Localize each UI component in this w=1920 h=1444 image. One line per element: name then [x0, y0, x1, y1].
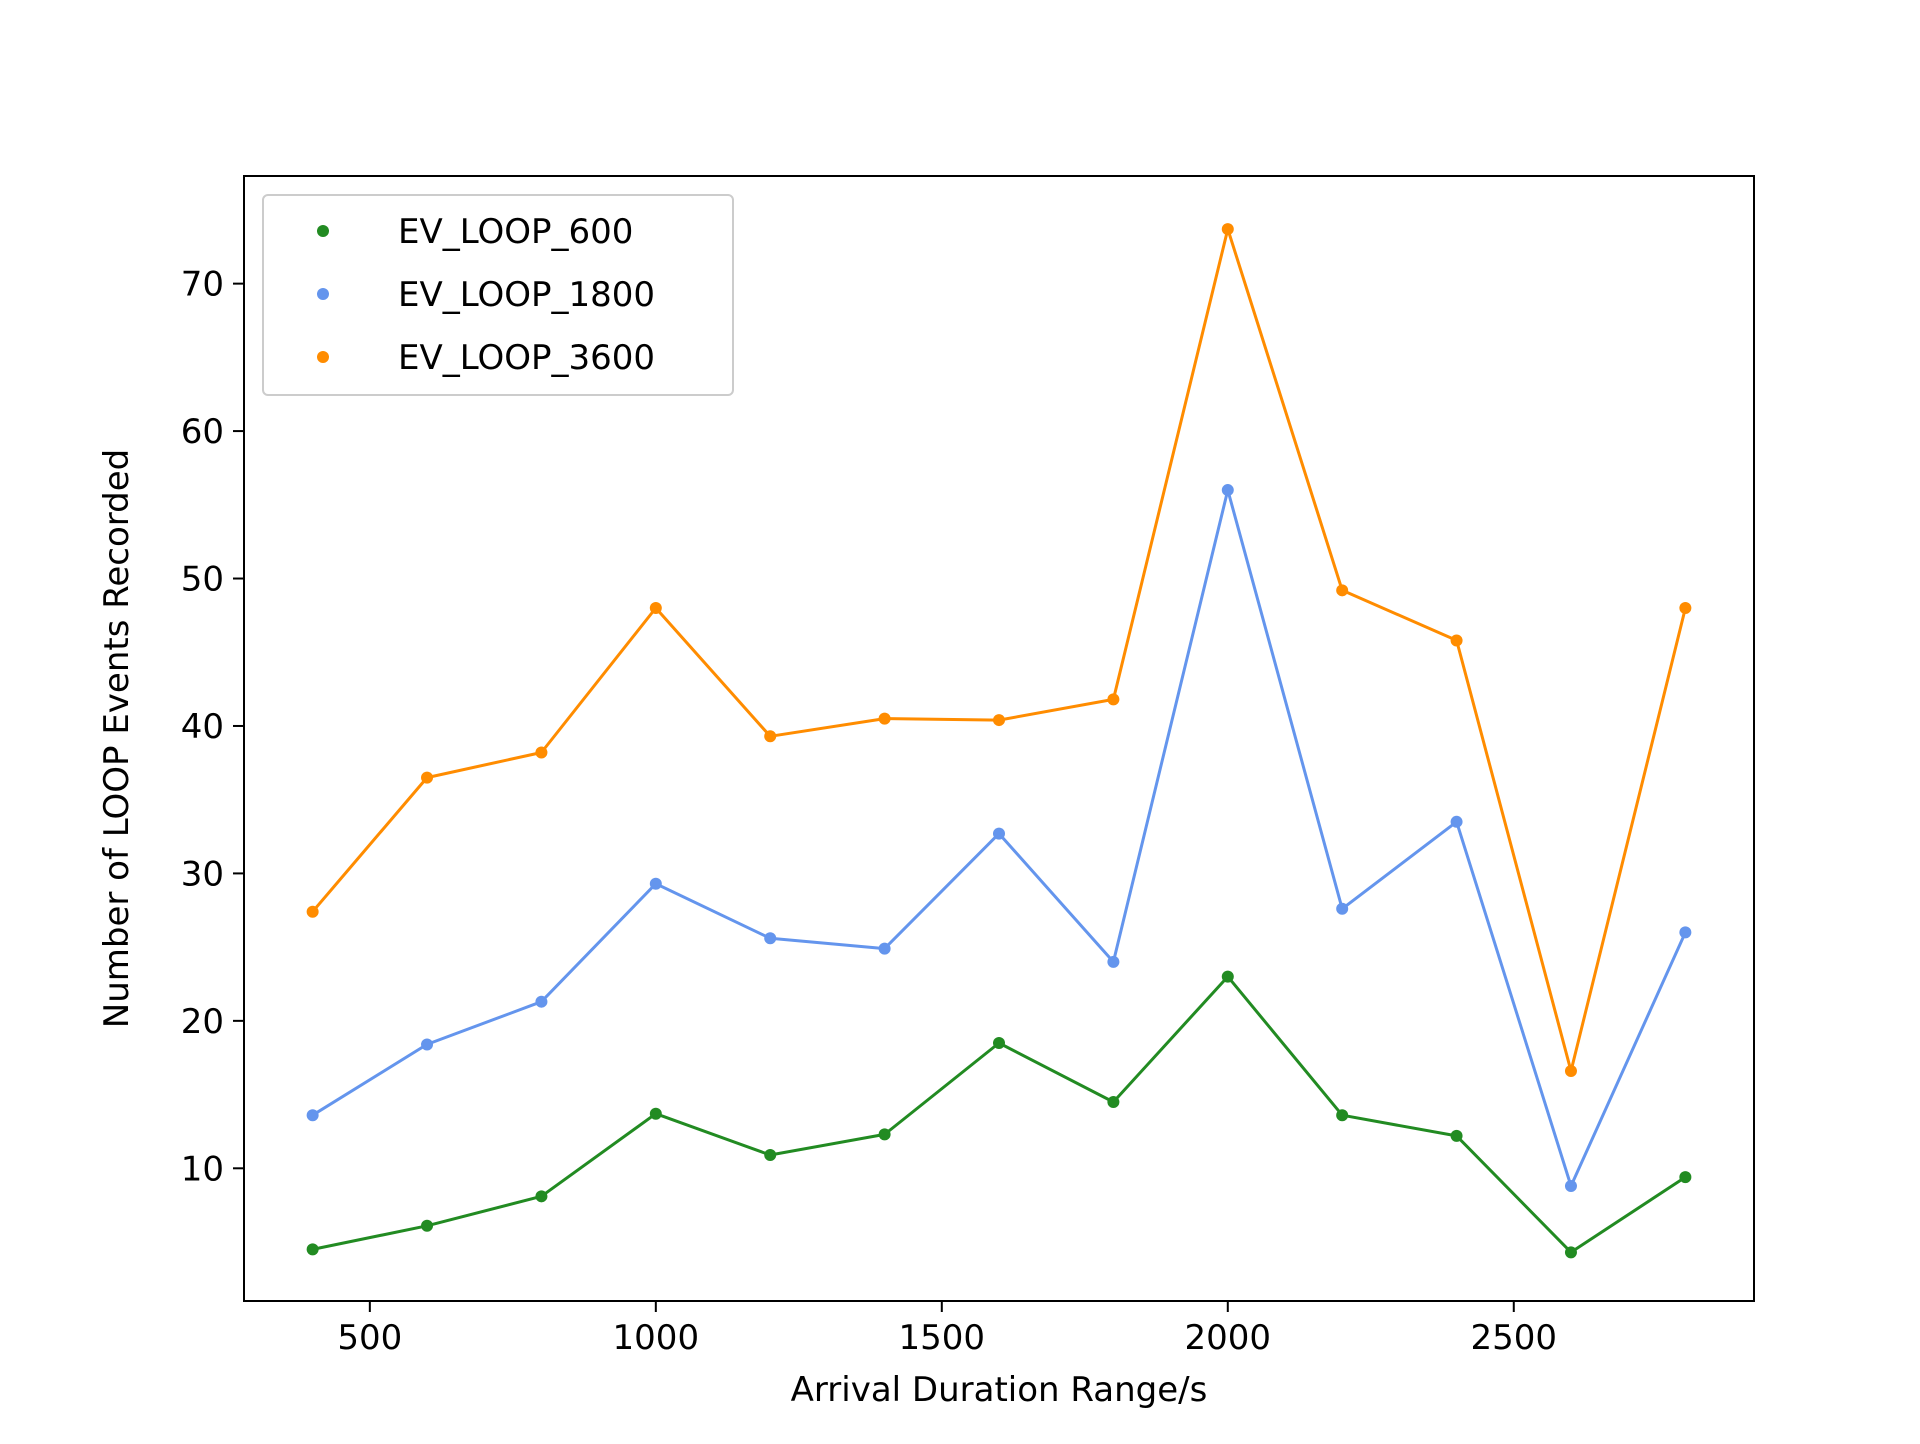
data-point	[1107, 1095, 1120, 1108]
data-point	[535, 1190, 548, 1203]
data-point	[993, 827, 1005, 840]
x-axis-ticks: 500 1000 1500 2000 2500	[337, 1301, 1557, 1358]
data-point	[535, 995, 548, 1008]
data-point	[878, 942, 891, 955]
legend-label: EV_LOOP_1800	[398, 275, 655, 315]
x-tick-label: 2500	[1471, 1318, 1558, 1358]
data-point	[1336, 1109, 1349, 1122]
y-axis-ticks: 10 20 30 40 50 60 70	[181, 265, 244, 1189]
y-tick-label: 70	[181, 265, 224, 305]
data-point	[306, 1243, 319, 1256]
x-tick-label: 2000	[1185, 1318, 1272, 1358]
x-tick-label: 1000	[613, 1318, 700, 1358]
data-point	[1450, 634, 1463, 647]
data-point	[649, 1107, 662, 1120]
y-tick-label: 30	[181, 854, 224, 894]
data-point	[306, 905, 319, 918]
data-point	[1679, 1171, 1692, 1184]
data-point	[993, 714, 1005, 727]
data-point	[1336, 902, 1349, 915]
data-point	[1450, 815, 1463, 828]
data-point	[1221, 970, 1234, 983]
data-point	[878, 712, 891, 725]
data-point	[1564, 1179, 1577, 1192]
data-point	[421, 1219, 434, 1232]
legend-box	[262, 194, 734, 396]
plot-marks	[306, 223, 1692, 1259]
data-point	[1564, 1246, 1577, 1259]
data-point	[649, 877, 662, 890]
data-point	[1221, 484, 1234, 497]
legend-label: EV_LOOP_600	[398, 212, 633, 252]
data-point	[421, 1038, 434, 1051]
data-point	[421, 771, 434, 784]
y-tick-label: 40	[181, 707, 224, 747]
data-point	[535, 746, 548, 759]
data-point	[878, 1128, 891, 1141]
data-point	[993, 1036, 1005, 1049]
data-point	[1107, 693, 1120, 706]
y-tick-label: 50	[181, 560, 224, 600]
x-axis-label: Arrival Duration Range/s	[791, 1370, 1208, 1410]
legend-marker	[317, 225, 329, 237]
data-point	[764, 730, 777, 743]
data-point	[1564, 1064, 1577, 1077]
x-tick-label: 500	[337, 1318, 402, 1358]
legend-marker	[317, 288, 329, 300]
y-tick-label: 20	[181, 1002, 224, 1042]
data-point	[1336, 584, 1349, 597]
y-axis-label: Number of LOOP Events Recorded	[97, 449, 137, 1028]
data-point	[1221, 223, 1234, 236]
data-point	[1450, 1129, 1463, 1142]
data-point	[764, 932, 777, 945]
y-tick-label: 10	[181, 1149, 224, 1189]
y-tick-label: 60	[181, 412, 224, 452]
data-point	[1679, 602, 1692, 615]
legend-label: EV_LOOP_3600	[398, 338, 655, 378]
legend: EV_LOOP_600 EV_LOOP_1800 EV_LOOP_3600	[262, 194, 734, 396]
data-point	[1107, 955, 1120, 968]
axes-frame	[243, 175, 1755, 1302]
data-point	[764, 1149, 777, 1162]
data-point	[649, 602, 662, 615]
data-point	[306, 1109, 319, 1122]
data-point	[1679, 926, 1692, 939]
x-tick-label: 1500	[899, 1318, 986, 1358]
legend-marker	[317, 351, 329, 363]
